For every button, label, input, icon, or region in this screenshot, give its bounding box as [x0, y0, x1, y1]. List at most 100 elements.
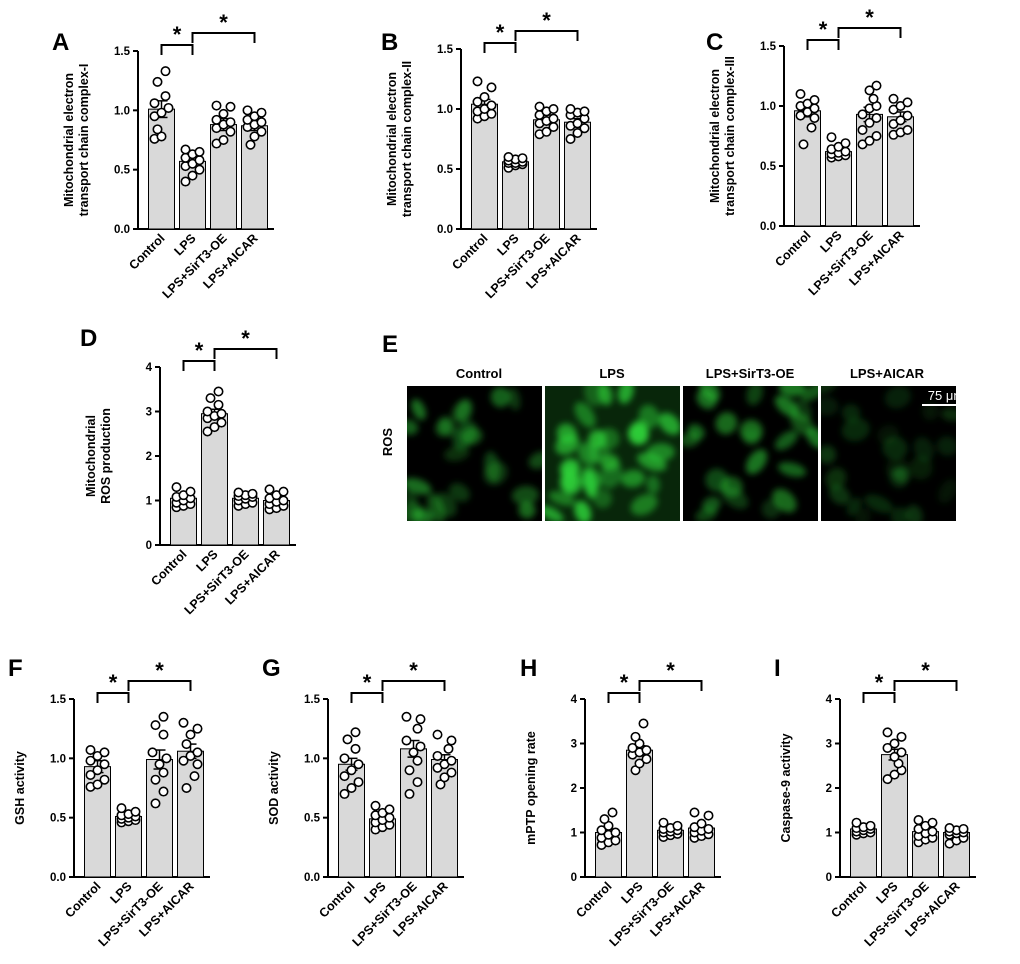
bar-lps-aicar [177, 750, 204, 878]
cell [658, 412, 680, 435]
significance-star: * [109, 670, 118, 695]
data-point [187, 170, 198, 181]
y-tick-label: 0.5 [437, 164, 454, 176]
panel-label-d: D [80, 325, 97, 352]
data-point [408, 747, 419, 758]
data-point [889, 751, 900, 762]
significance-bracket [160, 44, 194, 55]
cell [407, 478, 432, 495]
data-point [342, 734, 353, 745]
data-point [864, 117, 875, 128]
y-axis-label: transport chain complex-III [723, 56, 737, 216]
cell [705, 468, 729, 492]
cell [721, 486, 749, 509]
data-point [882, 774, 893, 785]
y-tick-label: 1.5 [760, 41, 777, 53]
image-column-title-lps: LPS [599, 366, 625, 381]
panel-label-g: G [262, 655, 281, 682]
data-point [278, 486, 289, 497]
data-point [216, 408, 227, 419]
significance-bracket [607, 692, 641, 703]
significance-bracket [191, 32, 256, 43]
data-point [180, 176, 191, 187]
cell [821, 386, 838, 395]
data-point [130, 806, 141, 817]
x-category-label: LPS [194, 547, 221, 574]
y-tick-label: 3 [146, 407, 152, 419]
data-point [689, 807, 700, 818]
data-point [353, 759, 364, 770]
data-point [446, 767, 457, 778]
cell [745, 449, 768, 475]
data-point [185, 729, 196, 740]
y-tick-label: 1.5 [114, 46, 131, 58]
chart-panel-a: A Mitochondrial electron transport chain c… [52, 10, 274, 301]
cell [434, 492, 457, 518]
cell [882, 436, 908, 460]
cell [545, 505, 564, 521]
data-point [401, 735, 412, 746]
y-tick-label: 2 [571, 783, 577, 795]
significance-star: * [620, 670, 629, 695]
cell [821, 445, 836, 464]
data-point [249, 131, 260, 142]
cell [846, 497, 862, 516]
y-tick-label: 0.5 [114, 165, 131, 177]
y-tick-label: 4 [146, 362, 153, 374]
y-tick-label: 0.0 [50, 872, 66, 884]
significance-star: * [195, 338, 204, 363]
cell [890, 507, 910, 521]
data-point [479, 92, 490, 103]
data-point [927, 817, 938, 828]
data-point [99, 759, 110, 770]
data-point [446, 735, 457, 746]
data-point [826, 132, 837, 143]
significance-bracket [862, 692, 896, 703]
data-point [178, 717, 189, 728]
significance-bracket [350, 692, 384, 703]
significance-star: * [219, 10, 228, 35]
y-tick-label: 0.5 [50, 813, 67, 825]
data-point [857, 125, 868, 136]
cell [806, 427, 818, 449]
y-tick-label: 3 [571, 739, 577, 751]
data-point [627, 742, 638, 753]
data-point [882, 727, 893, 738]
data-point [160, 91, 171, 102]
data-point [218, 108, 229, 119]
data-point [565, 104, 576, 115]
cell [599, 453, 620, 471]
cell [702, 496, 721, 513]
data-point [865, 820, 876, 831]
data-point [572, 128, 583, 139]
cell [444, 445, 470, 462]
data-point [809, 95, 820, 106]
cell [460, 427, 483, 445]
data-point [889, 769, 900, 780]
cell [864, 494, 893, 514]
data-point [958, 823, 969, 834]
data-point [350, 727, 361, 738]
data-point [189, 771, 200, 782]
data-point [871, 113, 882, 124]
data-point [180, 144, 191, 155]
significance-bracket [381, 680, 446, 691]
panel-label-h: H [520, 655, 537, 682]
data-point [233, 487, 244, 498]
y-tick-label: 0.0 [760, 221, 776, 233]
micrograph-diffuse-signal [545, 386, 680, 521]
x-category-label: LPS [108, 879, 135, 906]
data-point [503, 152, 514, 163]
y-tick-label: 1 [571, 828, 578, 840]
data-point [161, 753, 172, 764]
data-point [256, 117, 267, 128]
data-point [432, 729, 443, 740]
data-point [202, 426, 213, 437]
y-axis-label: ROS production [99, 408, 113, 504]
data-point [443, 743, 454, 754]
data-point [346, 782, 357, 793]
data-point [658, 817, 669, 828]
significance-bracket [514, 30, 579, 41]
significance-star: * [241, 326, 250, 351]
